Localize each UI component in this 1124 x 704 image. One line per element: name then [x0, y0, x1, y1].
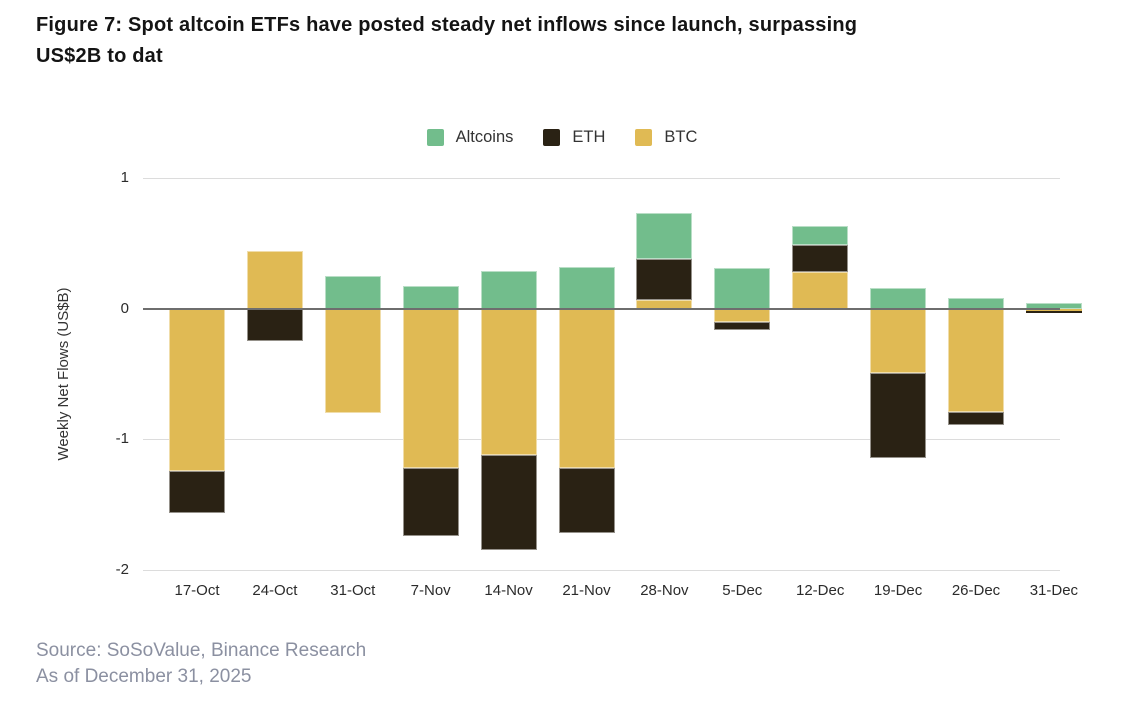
bar-segment-altcoins-21-nov	[558, 266, 615, 309]
x-tick-label: 24-Oct	[252, 582, 298, 599]
x-tick-label: 19-Dec	[873, 582, 923, 599]
legend-item-altcoins: Altcoins	[426, 128, 514, 147]
bar-segment-btc-17-oct	[169, 308, 225, 471]
y-tick-label: -2	[115, 561, 129, 578]
x-tick-label: 17-Oct	[174, 582, 220, 599]
x-tick-label: 21-Nov	[562, 582, 611, 599]
bar-segment-btc-31-dec	[1025, 308, 1082, 312]
bar-segment-btc-14-nov	[480, 308, 537, 455]
bar-segment-btc-5-dec	[714, 308, 771, 322]
bar-segment-btc-7-nov	[402, 308, 459, 469]
x-tick-label: 31-Dec	[1029, 582, 1079, 599]
bar-segment-btc-24-oct	[246, 251, 303, 309]
bar-segment-eth-17-oct	[169, 470, 225, 513]
x-tick-label: 26-Dec	[951, 582, 1001, 599]
bar-segment-altcoins-5-dec	[714, 268, 771, 309]
bar-segment-eth-12-dec	[792, 244, 849, 273]
bar-segment-eth-26-dec	[948, 411, 1004, 425]
x-tick-label: 7-Nov	[410, 582, 451, 599]
bar-segment-altcoins-14-nov	[480, 270, 537, 309]
bar-segment-btc-12-dec	[792, 272, 849, 309]
y-tick-label: 0	[120, 299, 129, 317]
bar-segment-eth-24-oct	[246, 308, 303, 342]
grid-line	[143, 570, 1060, 571]
bar-segment-altcoins-28-nov	[636, 213, 693, 259]
bar-segment-btc-21-nov	[558, 308, 615, 469]
legend-item-btc: BTC	[635, 128, 697, 147]
chart-plot: Weekly Net Flows (US$B) 1 0 -1 -2 17-Oct 24-O…	[55, 169, 1082, 599]
bar-segment-eth-21-nov	[558, 468, 615, 534]
figure-title: Figure 7: Spot altcoin ETFs have posted …	[36, 10, 1106, 72]
x-tick-label: 12-Dec	[796, 582, 845, 599]
bar-segment-eth-28-nov	[636, 259, 693, 300]
bar-segment-btc-26-dec	[948, 308, 1004, 412]
source-note: Source: SoSoValue, Binance Research As o…	[36, 638, 366, 690]
source-line2: As of December 31, 2025	[36, 666, 252, 687]
legend-swatch-altcoins	[426, 129, 444, 146]
legend-label-btc: BTC	[664, 128, 698, 146]
bar-segment-eth-7-nov	[402, 468, 459, 537]
bar-segment-altcoins-31-oct	[324, 276, 381, 309]
legend-item-eth: ETH	[543, 128, 605, 147]
bar-segment-altcoins-7-nov	[402, 286, 459, 309]
y-tick-label: -1	[115, 430, 129, 448]
figure-title-line1: Figure 7: Spot altcoin ETFs have posted …	[36, 14, 858, 36]
bar-segment-eth-14-nov	[480, 455, 537, 551]
x-tick-label: 31-Oct	[330, 582, 376, 599]
x-tick-label: 14-Nov	[484, 582, 533, 599]
bar-segment-eth-31-dec	[1025, 311, 1082, 313]
x-tick-label: 5-Dec	[722, 582, 763, 599]
grid-line	[143, 178, 1060, 179]
y-axis-title: Weekly Net Flows (US$B)	[55, 287, 72, 461]
source-line1: Source: SoSoValue, Binance Research	[36, 640, 367, 661]
bar-segment-altcoins-19-dec	[870, 287, 927, 309]
chart-legend: Altcoins ETH BTC	[0, 128, 1124, 147]
figure-title-line2: US$2B to dat	[36, 45, 163, 67]
y-tick-label: 1	[120, 169, 129, 186]
bar-segment-altcoins-12-dec	[792, 226, 849, 245]
legend-swatch-btc	[635, 129, 653, 146]
bar-segment-eth-19-dec	[870, 372, 927, 458]
legend-label-eth: ETH	[572, 128, 606, 146]
legend-label-altcoins: Altcoins	[455, 128, 514, 146]
bar-segment-eth-5-dec	[714, 321, 771, 330]
bar-segment-btc-31-oct	[324, 308, 381, 414]
x-tick-label: 28-Nov	[640, 582, 689, 599]
legend-swatch-eth	[543, 129, 561, 146]
bar-segment-btc-19-dec	[870, 308, 927, 373]
zero-line	[143, 307, 1060, 310]
